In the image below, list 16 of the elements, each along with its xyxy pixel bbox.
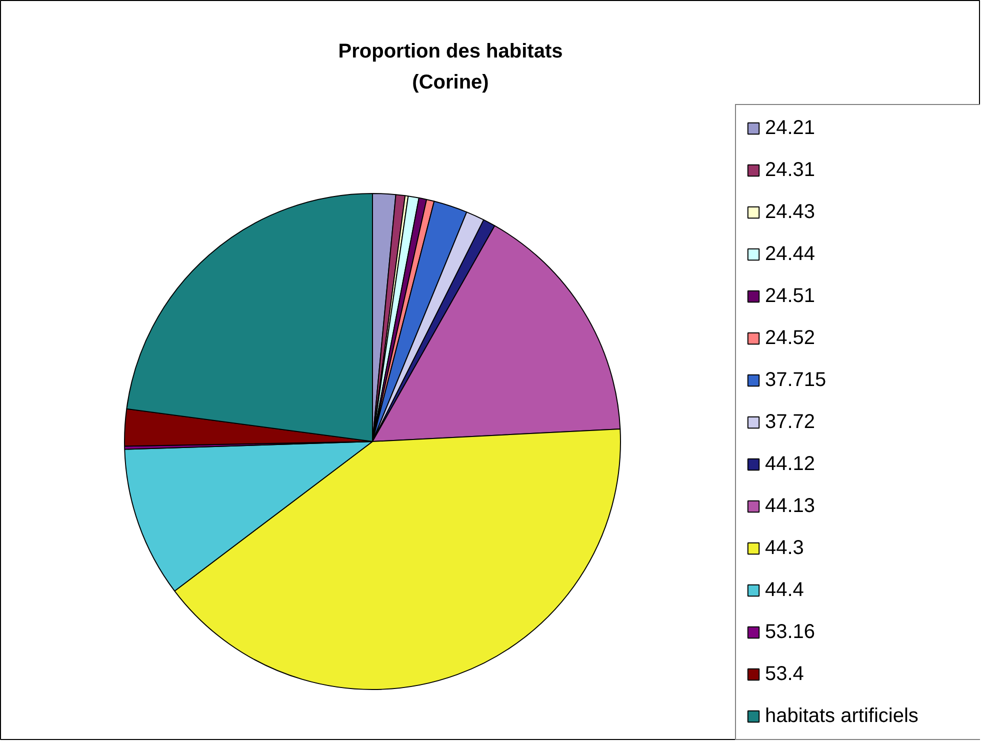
legend-label: 37.715	[765, 368, 828, 392]
legend-label: 37.72	[765, 410, 816, 434]
legend-label: 24.51	[765, 284, 816, 308]
legend-label: 44.12	[765, 452, 816, 476]
legend-label: 24.52	[765, 326, 816, 350]
legend-label: 53.4	[765, 662, 805, 686]
chart-title: Proportion des habitats (Corine)	[338, 40, 563, 94]
legend-label: 24.44	[765, 242, 816, 266]
legend-label: 24.31	[765, 158, 816, 182]
legend-label: habitats artificiels	[765, 704, 920, 728]
legend-label: 44.4	[765, 578, 805, 602]
legend-label: 44.13	[765, 494, 816, 518]
legend-label: 24.43	[765, 200, 816, 224]
legend-label: 24.21	[765, 116, 816, 140]
legend-label: 44.3	[765, 536, 805, 560]
legend-label: 53.16	[765, 620, 816, 644]
